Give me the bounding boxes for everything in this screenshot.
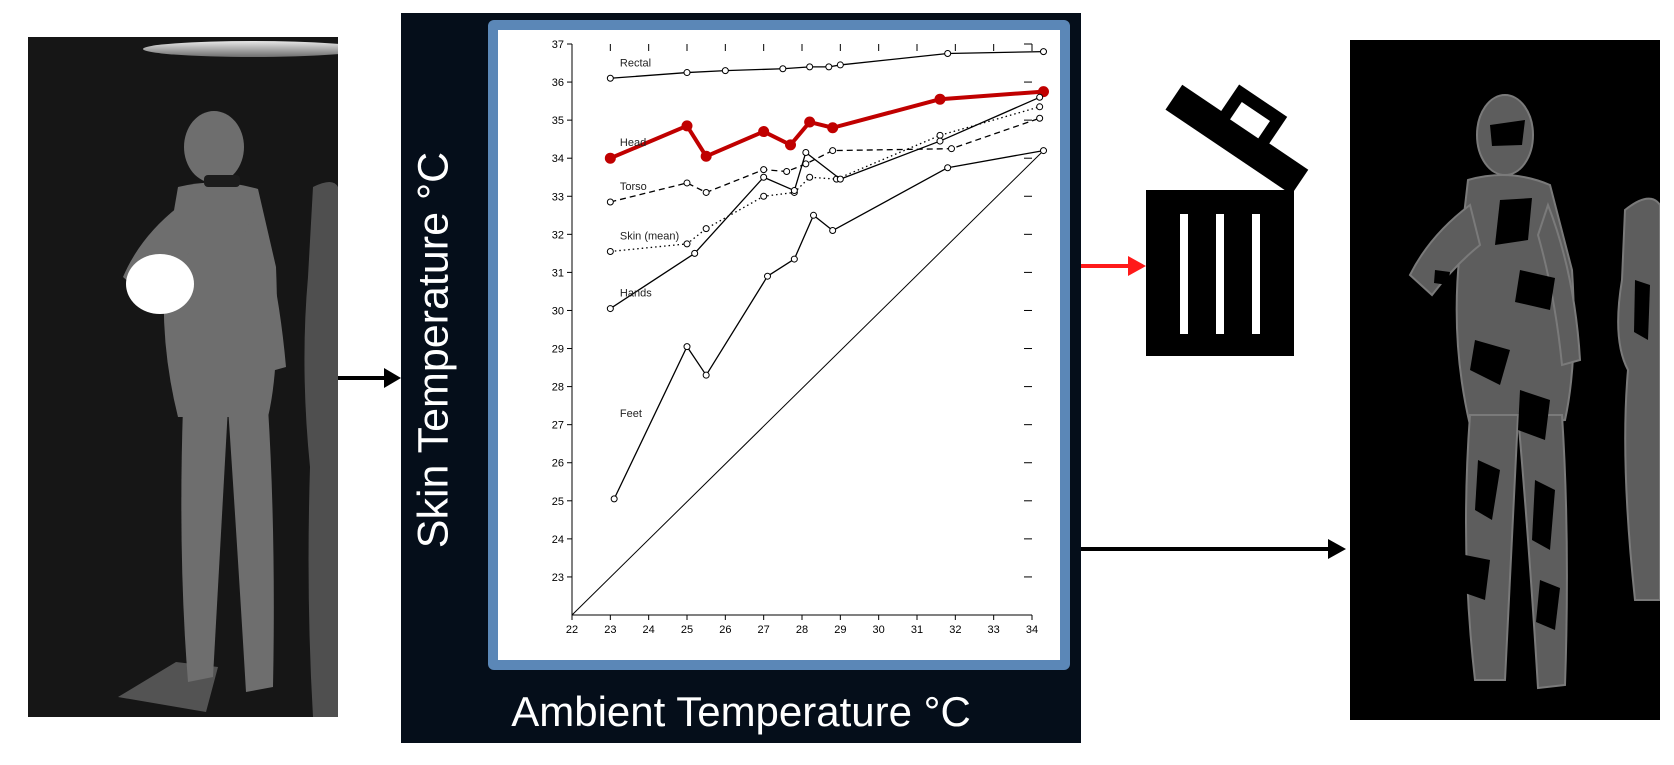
point-feet	[810, 211, 817, 219]
series-label-rectal: Rectal	[620, 57, 651, 69]
series-label-hands: Hands	[620, 288, 652, 300]
point-torso	[702, 188, 710, 196]
point-hands	[1036, 93, 1044, 101]
point-feet	[790, 255, 798, 263]
series-label-torso: Torso	[620, 181, 647, 193]
point-feet	[944, 164, 952, 172]
point-skin-mean	[683, 240, 691, 248]
ceiling-light	[143, 41, 338, 57]
y-tick-label: 34	[552, 153, 564, 165]
point-torso	[683, 179, 691, 187]
y-tick-label: 32	[552, 229, 564, 241]
x-tick-label: 34	[1026, 624, 1038, 636]
point-rectal	[721, 67, 729, 75]
y-tick-label: 26	[552, 458, 564, 470]
segmentation-holes	[1434, 120, 1650, 630]
x-tick-label: 28	[796, 624, 808, 636]
output-thermal-image	[1350, 40, 1660, 720]
input-thermal-image	[28, 37, 338, 717]
x-tick-label: 27	[758, 624, 770, 636]
x-tick-label: 31	[911, 624, 923, 636]
x-tick-label: 29	[834, 624, 846, 636]
y-tick-label: 30	[552, 305, 564, 317]
point-rectal	[683, 69, 691, 77]
point-head	[785, 139, 796, 151]
series-label-feet: Feet	[620, 408, 642, 420]
y-tick-label: 27	[552, 420, 564, 432]
point-rectal	[836, 61, 844, 69]
point-torso	[606, 198, 614, 206]
point-skin-mean	[760, 192, 768, 200]
point-feet	[610, 495, 618, 503]
point-hands	[836, 175, 844, 183]
point-hands	[936, 137, 944, 145]
point-skin-mean	[1036, 103, 1044, 111]
point-head	[700, 150, 712, 162]
point-rectal	[606, 74, 614, 82]
x-tick-label: 33	[988, 624, 1000, 636]
point-rectal	[779, 65, 787, 73]
point-rectal	[806, 63, 814, 71]
reference-line	[571, 150, 1044, 616]
x-tick-label: 32	[949, 624, 961, 636]
point-head	[934, 93, 946, 105]
point-hands	[802, 148, 810, 156]
y-tick-label: 35	[552, 115, 564, 127]
point-rectal	[1040, 48, 1047, 56]
y-tick-label: 23	[552, 572, 564, 584]
y-tick-label: 36	[552, 77, 564, 89]
point-rectal	[825, 63, 833, 71]
point-skin-mean	[606, 247, 614, 255]
glasses	[204, 175, 240, 187]
x-tick-label: 22	[566, 624, 578, 636]
point-torso	[1036, 114, 1044, 122]
arrow-chart-to-trash	[1081, 256, 1146, 276]
point-feet	[1040, 147, 1047, 155]
y-tick-label: 31	[552, 267, 564, 279]
point-head	[804, 116, 816, 128]
y-tick-label: 24	[552, 534, 564, 546]
point-skin-mean	[702, 225, 710, 233]
point-torso	[948, 145, 955, 153]
x-tick-label: 30	[873, 624, 885, 636]
y-tick-label: 33	[552, 191, 564, 203]
series-line-hands	[609, 96, 1040, 310]
x-tick-label: 23	[604, 624, 616, 636]
point-feet	[829, 227, 837, 235]
point-torso	[783, 168, 791, 176]
point-head	[681, 120, 693, 132]
y-tick-label: 28	[552, 382, 564, 394]
hot-object	[126, 254, 194, 314]
y-tick-label: 25	[552, 496, 564, 508]
y-tick-label: 37	[552, 39, 564, 51]
point-feet	[702, 371, 710, 379]
trash-lid-icon	[1165, 84, 1309, 195]
plot-area	[498, 30, 1060, 660]
point-head	[604, 152, 616, 164]
x-tick-label: 26	[719, 624, 731, 636]
arrow-chart-to-output	[1081, 539, 1346, 559]
point-torso	[760, 166, 768, 174]
series-label-skin-mean: Skin (mean)	[620, 230, 679, 242]
x-tick-label: 25	[681, 624, 693, 636]
point-torso	[829, 147, 837, 155]
point-head	[827, 122, 839, 134]
point-feet	[683, 343, 691, 351]
point-hands	[606, 305, 614, 313]
series-label-head: Head	[620, 137, 646, 149]
y-tick-label: 29	[552, 344, 564, 356]
arrow-input-to-chart	[338, 368, 401, 388]
point-hands	[790, 187, 798, 195]
point-skin-mean	[806, 173, 814, 181]
point-hands	[691, 249, 699, 257]
point-feet	[764, 272, 771, 280]
x-axis-label: Ambient Temperature °C	[511, 688, 971, 735]
point-hands	[760, 173, 768, 181]
point-rectal	[944, 50, 952, 58]
x-tick-label: 24	[643, 624, 655, 636]
point-head	[758, 126, 770, 138]
